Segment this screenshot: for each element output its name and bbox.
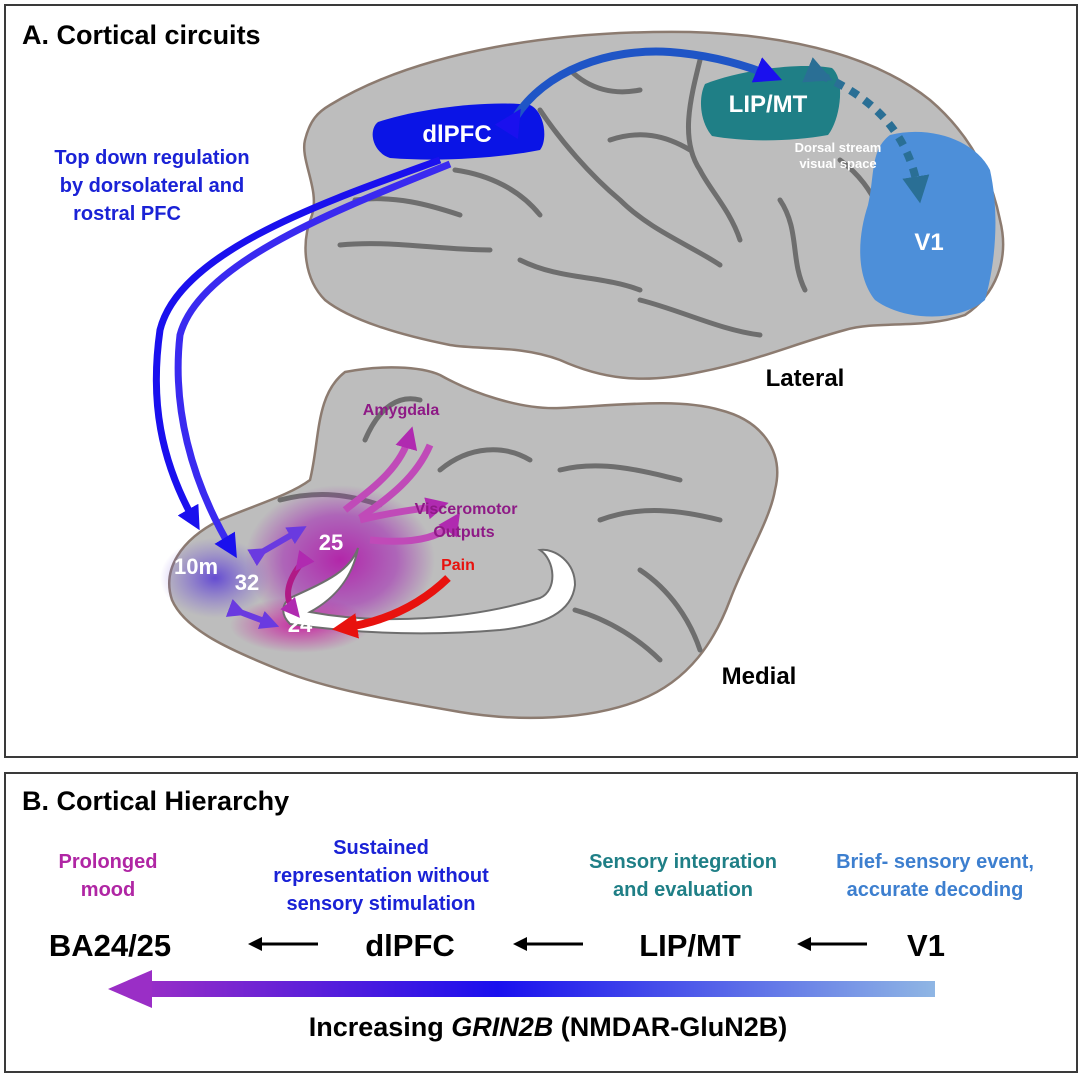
v1-region <box>860 131 996 317</box>
area-25-label: 25 <box>319 530 343 555</box>
corpus-callosum <box>282 547 577 635</box>
dorsal-stream-line-1: Dorsal stream <box>795 140 882 155</box>
visceromotor-line-2: Outputs <box>433 524 494 541</box>
brief-line-2: accurate decoding <box>847 879 1024 901</box>
sustained-description: Sustained representation without sensory… <box>273 837 489 915</box>
dorsal-stream-line-2: visual space <box>799 156 876 171</box>
stage-v1: V1 <box>907 928 945 963</box>
dlpfc-label: dlPFC <box>422 121 491 148</box>
medial-brain <box>160 366 779 720</box>
panel-a-title: A. Cortical circuits <box>22 20 261 50</box>
medial-label: Medial <box>722 663 797 690</box>
grin2b-gradient-arrow <box>108 970 935 1008</box>
sustained-line-1: Sustained <box>333 837 429 859</box>
top-down-line-3: rostral PFC <box>73 203 181 225</box>
pain-label: Pain <box>441 557 475 574</box>
amygdala-arrow <box>342 426 418 513</box>
top-down-line-1: Top down regulation <box>54 147 249 169</box>
grin2b-suffix: (NMDAR-GluN2B) <box>553 1012 787 1042</box>
sustained-line-2: representation without <box>273 865 489 887</box>
amygdala-arrow-return <box>357 443 434 521</box>
stage-ba24-25: BA24/25 <box>49 928 171 963</box>
arrow-25-24 <box>280 550 315 618</box>
lip-mt-label: LIP/MT <box>729 91 808 118</box>
lateral-label: Lateral <box>766 365 845 392</box>
mood-line-1: Prolonged <box>59 851 158 873</box>
gradient-bar <box>140 981 935 997</box>
mood-line-2: mood <box>81 879 135 901</box>
pain-arrow <box>331 575 451 639</box>
arrow-32-24 <box>225 598 280 629</box>
stage-lip-mt: LIP/MT <box>639 928 741 963</box>
visceromotor-arrow-2 <box>359 497 449 524</box>
dlpfc-lipmt-arrow <box>494 47 783 140</box>
brief-description: Brief- sensory event, accurate decoding <box>836 851 1034 901</box>
integration-description: Sensory integration and evaluation <box>589 851 777 901</box>
arrow-32-25 <box>247 526 307 567</box>
top-down-arrow-10m <box>152 156 442 531</box>
area-10m-glow <box>160 538 270 618</box>
sustained-line-3: sensory stimulation <box>287 893 476 915</box>
integration-line-2: and evaluation <box>613 879 753 901</box>
arrowhead-v1-to-lipmt <box>797 937 811 951</box>
top-down-label: Top down regulation by dorsolateral and … <box>54 147 249 225</box>
integration-line-1: Sensory integration <box>589 851 777 873</box>
area-24-label: 24 <box>288 612 313 637</box>
top-down-line-2: by dorsolateral and <box>60 175 245 197</box>
brief-line-1: Brief- sensory event, <box>836 851 1034 873</box>
stage-dlpfc: dlPFC <box>365 928 455 963</box>
v1-label: V1 <box>914 229 943 256</box>
gradient-arrowhead <box>108 970 152 1008</box>
hierarchy-arrows <box>248 937 867 951</box>
top-down-arrow-32 <box>174 160 452 559</box>
panel-b-title: B. Cortical Hierarchy <box>22 786 289 816</box>
grin2b-label: Increasing GRIN2B (NMDAR-GluN2B) <box>309 1012 788 1042</box>
grin2b-prefix: Increasing <box>309 1012 452 1042</box>
arrowhead-dlpfc-to-ba24 <box>248 937 262 951</box>
arrowhead-lipmt-to-dlpfc <box>513 937 527 951</box>
visceromotor-line-1: Visceromotor <box>415 501 518 518</box>
area-32-label: 32 <box>235 570 259 595</box>
amygdala-label: Amygdala <box>363 402 440 419</box>
panel-b-cortical-hierarchy <box>4 772 1078 1073</box>
dorsal-stream-arrow <box>802 57 930 204</box>
lateral-brain <box>302 30 1005 380</box>
grin2b-gene: GRIN2B <box>451 1012 553 1042</box>
mood-description: Prolonged mood <box>59 851 158 901</box>
area-10m-label: 10m <box>174 554 218 579</box>
visceromotor-arrow <box>369 512 460 545</box>
panel-a-arrows <box>152 47 930 639</box>
